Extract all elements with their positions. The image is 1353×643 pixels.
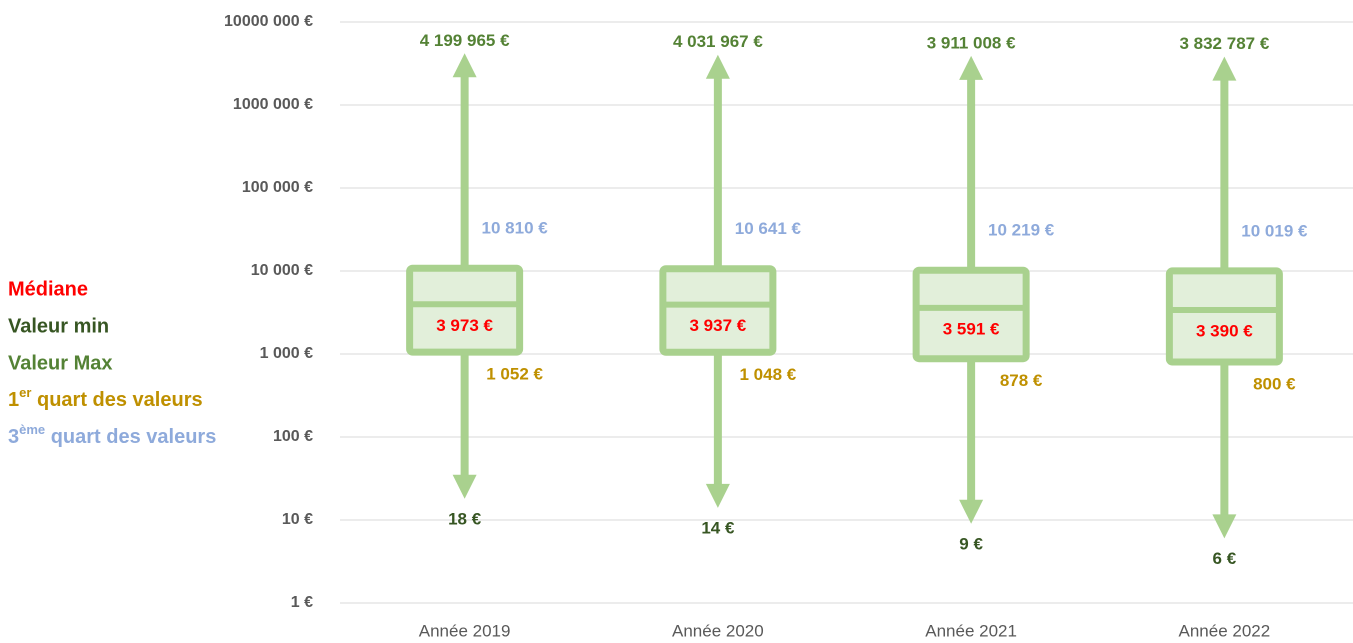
- box: [912, 266, 1030, 363]
- box: [406, 264, 524, 356]
- q3-label: 10 810 €: [482, 219, 549, 238]
- q1-label: 878 €: [1000, 371, 1043, 390]
- arrow-head-max: [452, 53, 477, 78]
- max-label: 3 911 008 €: [927, 33, 1016, 52]
- legend-text: quart des valeurs: [45, 426, 216, 448]
- legend-text: quart des valeurs: [31, 389, 202, 411]
- legend-entry: Médiane: [8, 278, 88, 300]
- median-label: 3 390 €: [1196, 321, 1253, 340]
- max-label: 3 832 787 €: [1179, 34, 1269, 53]
- box: [659, 265, 777, 356]
- arrow-head-min: [1212, 514, 1237, 539]
- arrow-head-min: [705, 483, 730, 508]
- y-tick-label: 1 000 €: [260, 345, 313, 362]
- arrow-head-min: [452, 474, 477, 499]
- x-tick-label: Année 2019: [419, 621, 511, 640]
- x-tick-label: Année 2022: [1179, 621, 1271, 640]
- y-tick-label: 1000 000 €: [233, 96, 313, 113]
- y-tick-label: 10 €: [282, 511, 313, 528]
- y-tick-label: 1 €: [291, 594, 313, 611]
- y-tick-label: 100 000 €: [242, 179, 313, 196]
- q1-label: 800 €: [1253, 375, 1296, 394]
- arrow-head-max: [705, 54, 730, 79]
- y-tick-label: 100 €: [273, 428, 313, 445]
- legend-text: 3: [8, 426, 19, 448]
- legend-entry: Valeur Max: [8, 352, 113, 374]
- x-tick-label: Année 2020: [672, 621, 764, 640]
- arrow-head-max: [1212, 56, 1237, 81]
- legend-text: ème: [19, 422, 45, 437]
- arrow-head-max: [959, 55, 984, 80]
- box: [1165, 267, 1283, 366]
- min-label: 14 €: [701, 518, 735, 537]
- min-label: 18 €: [448, 509, 482, 528]
- legend-entry: Valeur min: [8, 315, 109, 337]
- q1-label: 1 048 €: [740, 365, 797, 384]
- y-tick-label: 10000 000 €: [224, 13, 313, 30]
- arrow-head-min: [959, 499, 984, 524]
- legend-entry: 1er quart des valeurs: [8, 385, 203, 411]
- q3-label: 10 019 €: [1241, 221, 1308, 240]
- min-label: 6 €: [1213, 549, 1237, 568]
- legend-text: er: [19, 385, 31, 400]
- legend-entry: 3ème quart des valeurs: [8, 422, 216, 448]
- max-label: 4 199 965 €: [420, 31, 510, 50]
- min-label: 9 €: [959, 534, 983, 553]
- legend-text: 1: [8, 389, 19, 411]
- y-tick-label: 10 000 €: [251, 262, 313, 279]
- median-label: 3 937 €: [690, 316, 747, 335]
- max-label: 4 031 967 €: [673, 32, 763, 51]
- q3-label: 10 219 €: [988, 221, 1055, 240]
- q3-label: 10 641 €: [735, 219, 802, 238]
- x-tick-label: Année 2021: [925, 621, 1017, 640]
- median-label: 3 591 €: [943, 319, 1000, 338]
- q1-label: 1 052 €: [486, 365, 543, 384]
- median-label: 3 973 €: [436, 316, 493, 335]
